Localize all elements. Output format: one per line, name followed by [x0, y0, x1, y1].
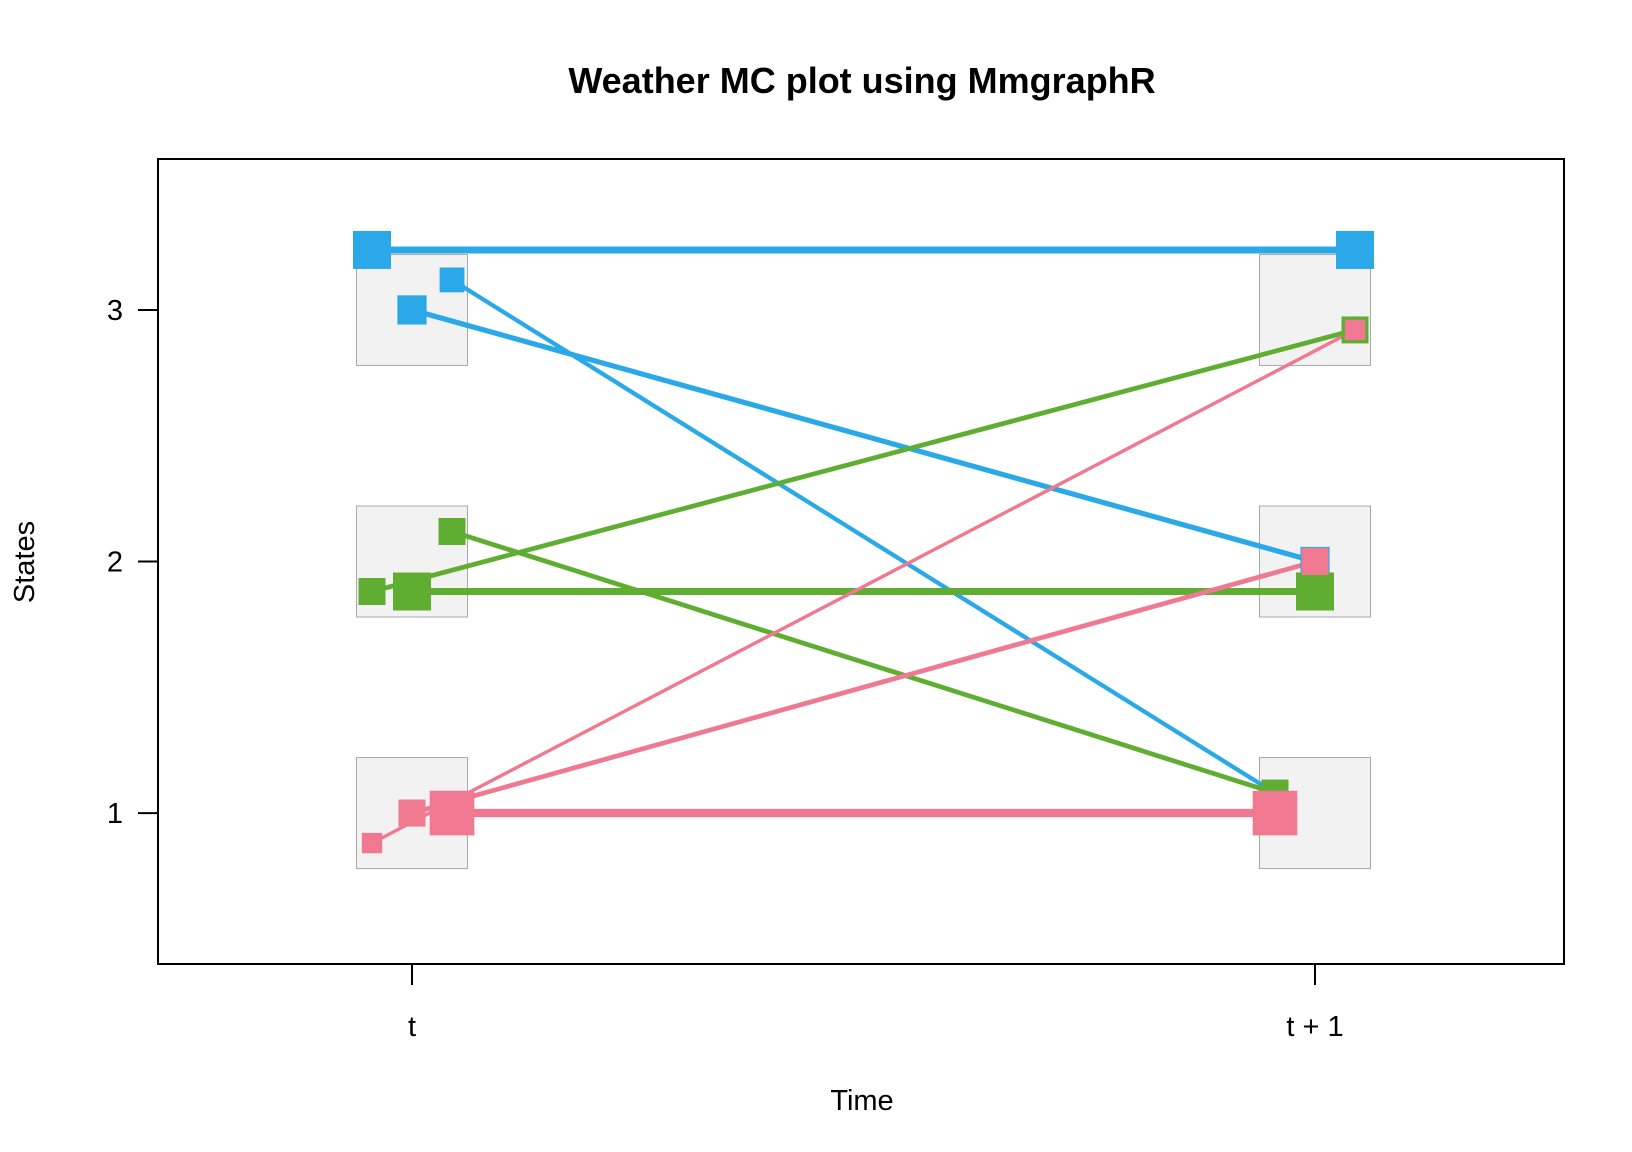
y-axis: 1 2 3: [107, 295, 158, 830]
marker-start-2-to-3: [358, 578, 386, 605]
marker-start-1-to-1: [429, 790, 475, 836]
transition-line-2-to-3: [371, 327, 1356, 594]
state-box-t1-3: [1259, 253, 1371, 366]
marker-start-3-to-2: [397, 295, 427, 325]
transition-line-3-to-2: [411, 307, 1316, 565]
transition-line-1-to-3: [371, 328, 1356, 845]
y-axis-label: States: [9, 521, 41, 603]
marker-end-2-to-2: [1296, 572, 1334, 611]
marker-start-1-to-2: [398, 799, 426, 827]
y-tick-label: 1: [107, 798, 123, 830]
marker-start-2-to-2: [393, 572, 431, 611]
x-tick-label: t: [408, 1011, 416, 1043]
marker-end-3-to-3: [1336, 230, 1374, 269]
chart-title: Weather MC plot using MmgraphR: [568, 60, 1155, 101]
transition-lines: [371, 246, 1356, 845]
x-axis-label: Time: [830, 1085, 893, 1117]
transition-line-1-to-2: [411, 559, 1316, 816]
x-tick-label: t + 1: [1286, 1011, 1343, 1043]
transition-markers: [353, 230, 1374, 854]
marker-start-3-to-3: [353, 230, 391, 269]
marker-start-3-to-1: [439, 267, 465, 293]
marker-end-1-to-2: [1301, 548, 1329, 575]
y-tick-label: 3: [107, 295, 123, 327]
transition-line-2-to-1: [451, 529, 1276, 796]
x-axis: t t + 1: [408, 964, 1344, 1043]
y-tick-label: 2: [107, 547, 123, 579]
marker-start-2-to-1: [438, 518, 466, 545]
marker-end-1-to-3: [1344, 319, 1366, 341]
transition-line-3-to-1: [450, 278, 1277, 795]
marker-start-1-to-3: [361, 832, 383, 854]
marker-end-1-to-1: [1252, 790, 1298, 836]
